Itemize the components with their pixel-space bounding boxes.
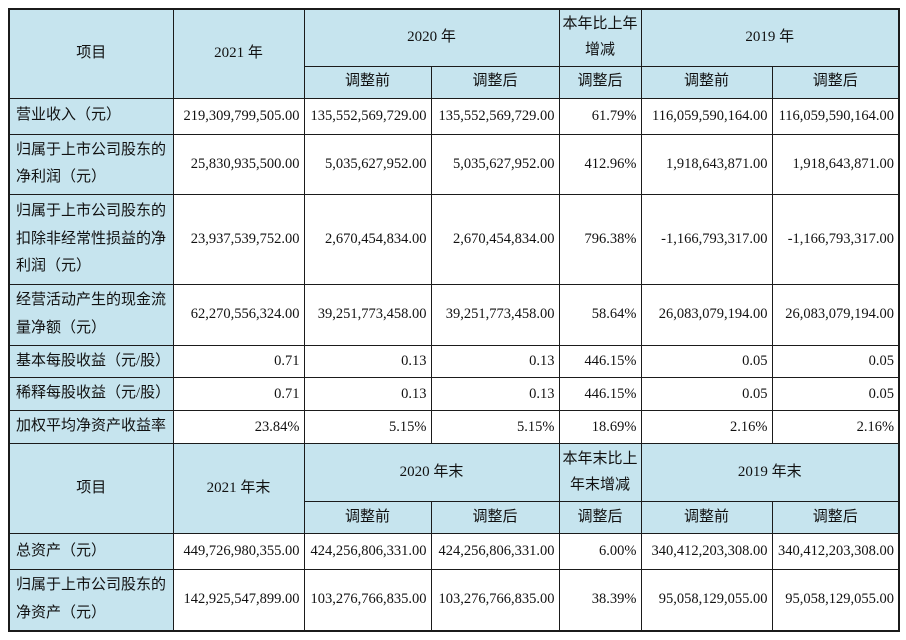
value-change: 58.64% <box>558 284 642 346</box>
item-cell: 总资产（元） <box>8 533 174 570</box>
value-2019-before: 116,059,590,164.00 <box>640 97 773 135</box>
table-row-operating-cash-flow: 经营活动产生的现金流量净额（元） 62,270,556,324.00 39,25… <box>8 284 900 346</box>
value-2020-after: 135,552,569,729.00 <box>430 97 560 135</box>
value-2019-before: 2.16% <box>640 410 773 444</box>
value-2019-after: 1,918,643,871.00 <box>771 133 900 195</box>
value-2019-after: 2.16% <box>771 410 900 444</box>
value-change: 446.15% <box>558 344 642 379</box>
value-2021: 0.71 <box>172 377 305 412</box>
table-row-net-profit-excl-nonrecurring: 归属于上市公司股东的扣除非经常性损益的净利润（元） 23,937,539,752… <box>8 194 900 285</box>
value-2020-after: 5,035,627,952.00 <box>430 133 560 195</box>
table-row-total-assets: 总资产（元） 449,726,980,355.00 424,256,806,33… <box>8 533 900 570</box>
subheader-eoy-2020-after-adjust: 调整后 <box>430 501 560 534</box>
value-2021: 449,726,980,355.00 <box>172 533 305 570</box>
value-2019-after: 0.05 <box>771 344 900 379</box>
value-2021: 142,925,547,899.00 <box>172 569 305 631</box>
item-cell: 营业收入（元） <box>8 97 174 135</box>
value-2020-before: 2,670,454,834.00 <box>303 194 432 285</box>
value-2020-before: 135,552,569,729.00 <box>303 97 432 135</box>
value-2021: 23.84% <box>172 410 305 444</box>
header-year-2020: 2020 年 <box>303 8 560 67</box>
value-2019-after: 95,058,129,055.00 <box>771 569 900 631</box>
value-2019-before: 26,083,079,194.00 <box>640 284 773 346</box>
header-item-eoy: 项目 <box>8 443 174 534</box>
subheader-eoy-2019-before-adjust: 调整前 <box>640 501 773 534</box>
value-2021: 219,309,799,505.00 <box>172 97 305 135</box>
header-year-end-2021: 2021 年末 <box>172 443 305 534</box>
header-year-2019: 2019 年 <box>640 8 900 67</box>
value-2019-after: -1,166,793,317.00 <box>771 194 900 285</box>
value-2020-after: 5.15% <box>430 410 560 444</box>
subheader-eoy-2020-before-adjust: 调整前 <box>303 501 432 534</box>
section2-header-row-2: 调整前 调整后 调整后 调整前 调整后 <box>9 501 900 534</box>
value-2019-before: -1,166,793,317.00 <box>640 194 773 285</box>
value-2020-before: 5,035,627,952.00 <box>303 133 432 195</box>
header-change: 本年比上年增减 <box>558 8 642 67</box>
subheader-eoy-change-after-adjust: 调整后 <box>558 501 642 534</box>
table-row-revenue: 营业收入（元） 219,309,799,505.00 135,552,569,7… <box>8 97 900 135</box>
value-change: 412.96% <box>558 133 642 195</box>
value-2019-before: 340,412,203,308.00 <box>640 533 773 570</box>
value-2020-before: 103,276,766,835.00 <box>303 569 432 631</box>
value-2020-after: 2,670,454,834.00 <box>430 194 560 285</box>
subheader-2020-before-adjust: 调整前 <box>303 65 432 99</box>
value-change: 18.69% <box>558 410 642 444</box>
value-2020-before: 5.15% <box>303 410 432 444</box>
item-cell: 归属于上市公司股东的扣除非经常性损益的净利润（元） <box>8 194 174 285</box>
value-2020-before: 424,256,806,331.00 <box>303 533 432 570</box>
financial-table: 项目 2021 年 2020 年 本年比上年增减 2019 年 调整前 调整后 … <box>8 8 901 632</box>
value-2020-before: 0.13 <box>303 377 432 412</box>
header-year-2021: 2021 年 <box>172 8 305 99</box>
table-row-basic-eps: 基本每股收益（元/股） 0.71 0.13 0.13 446.15% 0.05 … <box>8 344 900 379</box>
section2-header-row-1: 项目 2021 年末 2020 年末 本年末比上年末增减 2019 年末 <box>8 443 900 534</box>
value-2019-after: 116,059,590,164.00 <box>771 97 900 135</box>
value-2019-before: 0.05 <box>640 377 773 412</box>
header-year-end-2019: 2019 年末 <box>640 443 900 502</box>
header-year-end-2020: 2020 年末 <box>303 443 560 502</box>
value-2021: 62,270,556,324.00 <box>172 284 305 346</box>
item-cell: 归属于上市公司股东的净利润（元） <box>8 133 174 195</box>
value-2020-after: 0.13 <box>430 377 560 412</box>
value-change: 446.15% <box>558 377 642 412</box>
header-item: 项目 <box>8 8 174 99</box>
item-cell: 经营活动产生的现金流量净额（元） <box>8 284 174 346</box>
value-change: 6.00% <box>558 533 642 570</box>
value-2019-after: 0.05 <box>771 377 900 412</box>
subheader-eoy-2019-after-adjust: 调整后 <box>771 501 900 534</box>
value-change: 796.38% <box>558 194 642 285</box>
item-cell: 加权平均净资产收益率 <box>8 410 174 444</box>
value-2021: 23,937,539,752.00 <box>172 194 305 285</box>
subheader-change-after-adjust: 调整后 <box>558 65 642 99</box>
value-2020-after: 39,251,773,458.00 <box>430 284 560 346</box>
item-cell: 基本每股收益（元/股） <box>8 344 174 379</box>
value-change: 38.39% <box>558 569 642 631</box>
value-change: 61.79% <box>558 97 642 135</box>
value-2020-after: 424,256,806,331.00 <box>430 533 560 570</box>
table-row-diluted-eps: 稀释每股收益（元/股） 0.71 0.13 0.13 446.15% 0.05 … <box>8 377 900 412</box>
table-row-net-profit: 归属于上市公司股东的净利润（元） 25,830,935,500.00 5,035… <box>8 133 900 195</box>
value-2020-before: 0.13 <box>303 344 432 379</box>
item-cell: 归属于上市公司股东的净资产（元） <box>8 569 174 631</box>
value-2019-before: 0.05 <box>640 344 773 379</box>
table-row-net-assets: 归属于上市公司股东的净资产（元） 142,925,547,899.00 103,… <box>8 569 900 631</box>
value-2021: 0.71 <box>172 344 305 379</box>
value-2020-before: 39,251,773,458.00 <box>303 284 432 346</box>
value-2019-after: 340,412,203,308.00 <box>771 533 900 570</box>
subheader-2019-before-adjust: 调整前 <box>640 65 773 99</box>
subheader-2020-after-adjust: 调整后 <box>430 65 560 99</box>
value-2019-after: 26,083,079,194.00 <box>771 284 900 346</box>
value-2020-after: 103,276,766,835.00 <box>430 569 560 631</box>
value-2019-before: 95,058,129,055.00 <box>640 569 773 631</box>
value-2019-before: 1,918,643,871.00 <box>640 133 773 195</box>
table-row-weighted-avg-roe: 加权平均净资产收益率 23.84% 5.15% 5.15% 18.69% 2.1… <box>8 410 900 444</box>
value-2020-after: 0.13 <box>430 344 560 379</box>
value-2021: 25,830,935,500.00 <box>172 133 305 195</box>
header-year-end-change: 本年末比上年末增减 <box>558 443 642 502</box>
section1-header-row-2: 调整前 调整后 调整后 调整前 调整后 <box>9 65 900 99</box>
subheader-2019-after-adjust: 调整后 <box>771 65 900 99</box>
section1-header-row-1: 项目 2021 年 2020 年 本年比上年增减 2019 年 <box>8 8 900 99</box>
item-cell: 稀释每股收益（元/股） <box>8 377 174 412</box>
